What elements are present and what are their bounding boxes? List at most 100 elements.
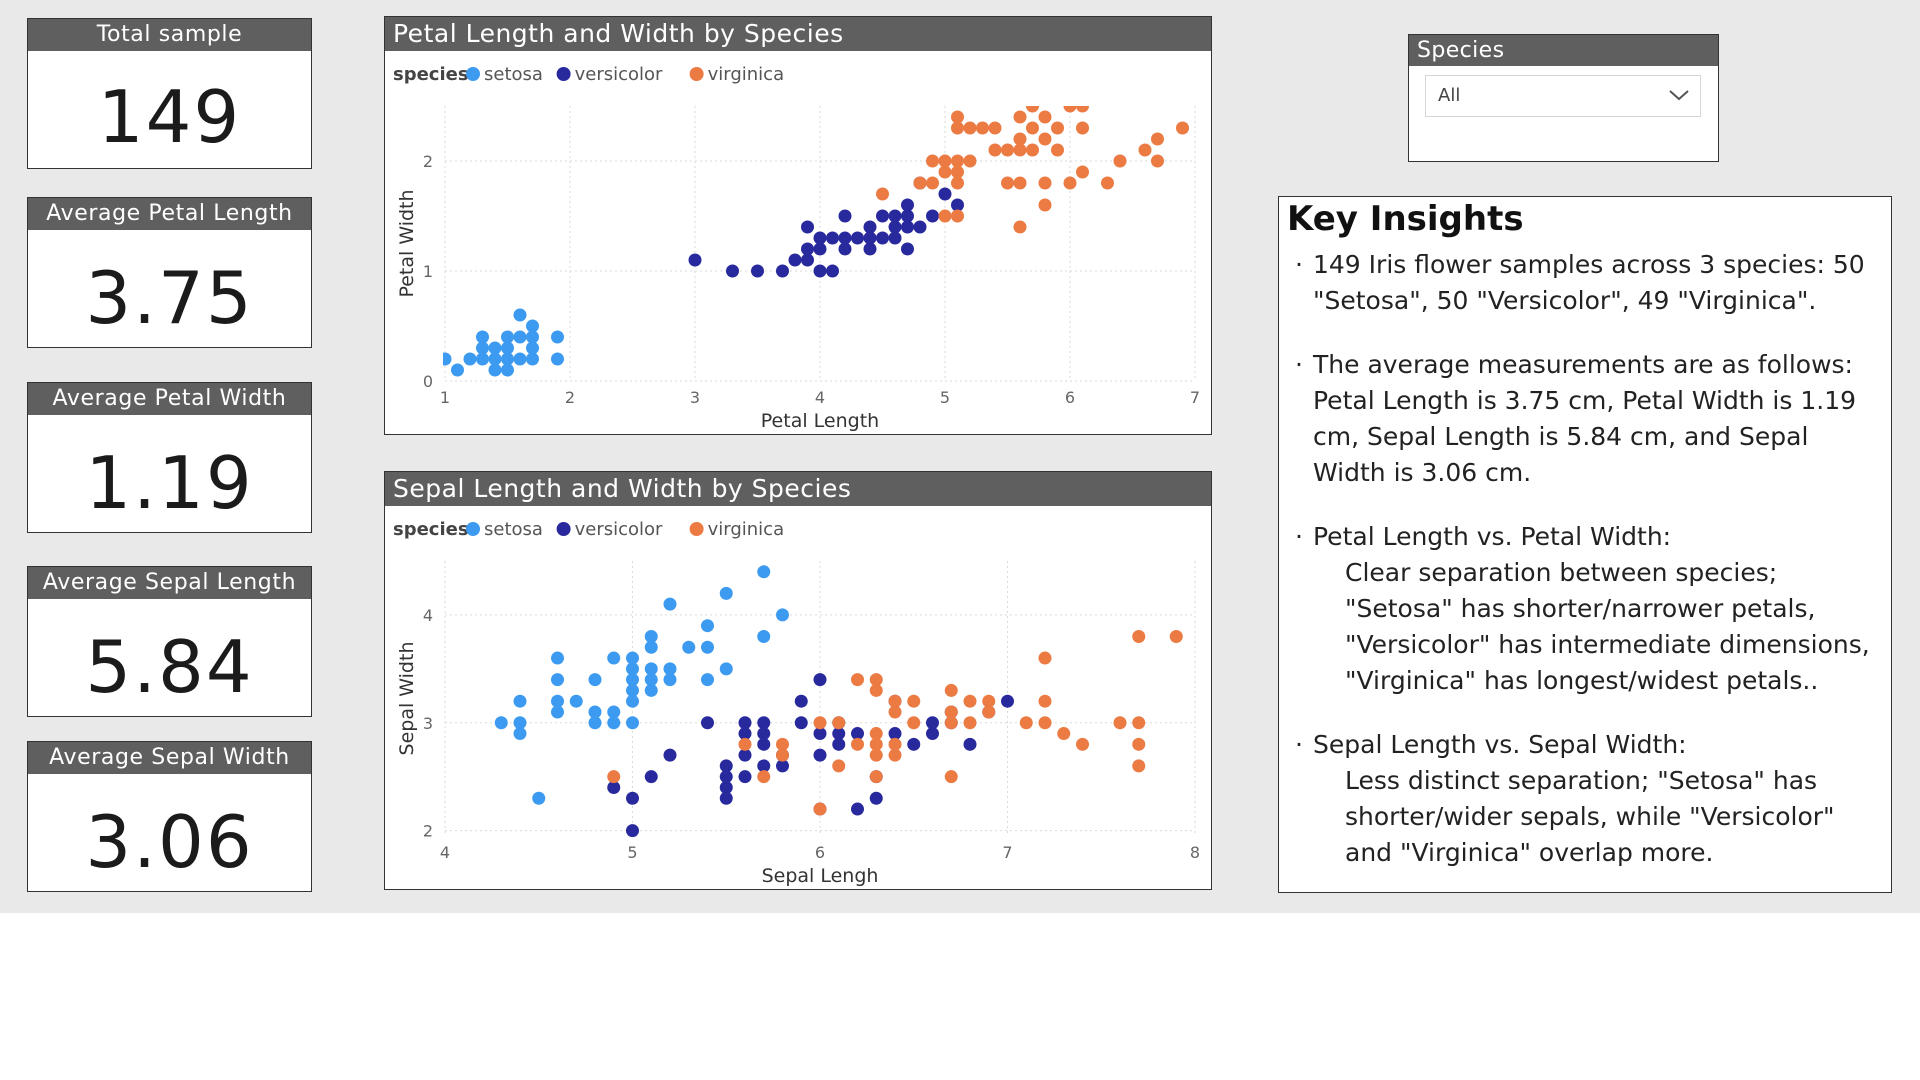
- data-point-virginica[interactable]: [1013, 220, 1027, 234]
- data-point-versicolor[interactable]: [888, 220, 902, 234]
- data-point-setosa[interactable]: [513, 716, 527, 730]
- data-point-virginica[interactable]: [757, 770, 771, 784]
- data-point-virginica[interactable]: [951, 154, 964, 168]
- data-point-setosa[interactable]: [588, 705, 602, 719]
- data-point-virginica[interactable]: [951, 110, 964, 124]
- data-point-setosa[interactable]: [644, 662, 658, 676]
- legend-label-versicolor[interactable]: versicolor: [575, 519, 663, 540]
- data-point-virginica[interactable]: [1132, 759, 1146, 773]
- data-point-setosa[interactable]: [682, 640, 696, 654]
- data-point-virginica[interactable]: [869, 737, 883, 751]
- data-point-virginica[interactable]: [1051, 121, 1064, 135]
- data-point-setosa[interactable]: [463, 352, 477, 366]
- data-point-virginica[interactable]: [1038, 110, 1052, 124]
- data-point-virginica[interactable]: [1026, 100, 1039, 113]
- data-point-setosa[interactable]: [719, 586, 733, 600]
- data-point-versicolor[interactable]: [813, 231, 827, 245]
- data-point-virginica[interactable]: [976, 121, 989, 135]
- data-point-setosa[interactable]: [551, 352, 564, 366]
- data-point-setosa[interactable]: [701, 640, 714, 654]
- data-point-virginica[interactable]: [1038, 651, 1052, 665]
- data-point-virginica[interactable]: [1019, 716, 1033, 730]
- data-point-virginica[interactable]: [907, 694, 921, 708]
- data-point-virginica[interactable]: [988, 121, 1002, 135]
- data-point-setosa[interactable]: [526, 319, 539, 333]
- data-point-virginica[interactable]: [1038, 132, 1052, 146]
- data-point-setosa[interactable]: [451, 363, 464, 377]
- data-point-virginica[interactable]: [944, 683, 958, 697]
- data-point-setosa[interactable]: [644, 629, 658, 643]
- data-point-versicolor[interactable]: [719, 770, 733, 784]
- data-point-virginica[interactable]: [813, 802, 827, 816]
- data-point-setosa[interactable]: [644, 673, 658, 687]
- data-point-virginica[interactable]: [1076, 165, 1089, 179]
- data-point-versicolor[interactable]: [901, 198, 914, 212]
- data-point-setosa[interactable]: [501, 363, 514, 377]
- data-point-virginica[interactable]: [944, 770, 958, 784]
- data-point-versicolor[interactable]: [644, 770, 658, 784]
- data-point-virginica[interactable]: [1132, 629, 1146, 643]
- data-point-virginica[interactable]: [1057, 727, 1071, 741]
- data-point-setosa[interactable]: [439, 352, 452, 366]
- petal-scatter-chart[interactable]: Petal Length and Width by Species specie…: [384, 16, 1212, 435]
- data-point-virginica[interactable]: [851, 673, 864, 687]
- data-point-versicolor[interactable]: [963, 737, 977, 751]
- data-point-virginica[interactable]: [907, 716, 921, 730]
- data-point-virginica[interactable]: [888, 748, 902, 762]
- data-point-virginica[interactable]: [1026, 121, 1039, 135]
- legend-label-versicolor[interactable]: versicolor: [575, 64, 663, 85]
- data-point-setosa[interactable]: [626, 662, 639, 676]
- data-point-virginica[interactable]: [869, 683, 883, 697]
- data-point-versicolor[interactable]: [726, 264, 739, 278]
- legend-label-virginica[interactable]: virginica: [708, 519, 785, 540]
- data-point-versicolor[interactable]: [926, 716, 939, 730]
- data-point-setosa[interactable]: [513, 727, 527, 741]
- data-point-virginica[interactable]: [869, 748, 883, 762]
- data-point-setosa[interactable]: [488, 341, 502, 355]
- data-point-versicolor[interactable]: [863, 231, 877, 245]
- data-point-setosa[interactable]: [626, 716, 639, 730]
- data-point-virginica[interactable]: [926, 176, 939, 190]
- data-point-virginica[interactable]: [869, 770, 883, 784]
- data-point-setosa[interactable]: [488, 352, 502, 366]
- data-point-virginica[interactable]: [888, 694, 902, 708]
- data-point-versicolor[interactable]: [907, 737, 921, 751]
- data-point-virginica[interactable]: [607, 770, 621, 784]
- data-point-virginica[interactable]: [832, 759, 846, 773]
- data-point-virginica[interactable]: [1101, 176, 1114, 190]
- data-point-setosa[interactable]: [476, 341, 489, 355]
- data-point-setosa[interactable]: [551, 651, 564, 665]
- data-point-virginica[interactable]: [1013, 176, 1027, 190]
- species-dropdown[interactable]: All: [1425, 75, 1701, 117]
- data-point-setosa[interactable]: [757, 629, 771, 643]
- data-point-setosa[interactable]: [476, 352, 489, 366]
- data-point-setosa[interactable]: [513, 694, 527, 708]
- data-point-setosa[interactable]: [626, 683, 639, 697]
- data-point-versicolor[interactable]: [738, 716, 752, 730]
- data-point-setosa[interactable]: [607, 716, 621, 730]
- sepal-scatter-chart[interactable]: Sepal Length and Width by Species specie…: [384, 471, 1212, 890]
- data-point-versicolor[interactable]: [938, 187, 952, 201]
- data-point-versicolor[interactable]: [813, 673, 827, 687]
- data-point-setosa[interactable]: [532, 791, 546, 805]
- data-point-virginica[interactable]: [944, 716, 958, 730]
- data-point-virginica[interactable]: [963, 121, 977, 135]
- data-point-virginica[interactable]: [1151, 154, 1164, 168]
- data-point-versicolor[interactable]: [813, 748, 827, 762]
- data-point-virginica[interactable]: [926, 154, 939, 168]
- data-point-virginica[interactable]: [876, 187, 889, 201]
- data-point-virginica[interactable]: [1013, 143, 1027, 157]
- data-point-virginica[interactable]: [888, 705, 902, 719]
- legend-label-virginica[interactable]: virginica: [708, 64, 785, 85]
- data-point-virginica[interactable]: [938, 209, 952, 223]
- data-point-setosa[interactable]: [551, 673, 564, 687]
- data-point-versicolor[interactable]: [788, 253, 802, 267]
- data-point-versicolor[interactable]: [701, 716, 714, 730]
- data-point-virginica[interactable]: [988, 143, 1002, 157]
- data-point-setosa[interactable]: [501, 352, 514, 366]
- data-point-virginica[interactable]: [869, 673, 883, 687]
- data-point-versicolor[interactable]: [851, 231, 864, 245]
- data-point-versicolor[interactable]: [688, 253, 702, 267]
- data-point-virginica[interactable]: [1001, 143, 1014, 157]
- data-point-virginica[interactable]: [938, 165, 952, 179]
